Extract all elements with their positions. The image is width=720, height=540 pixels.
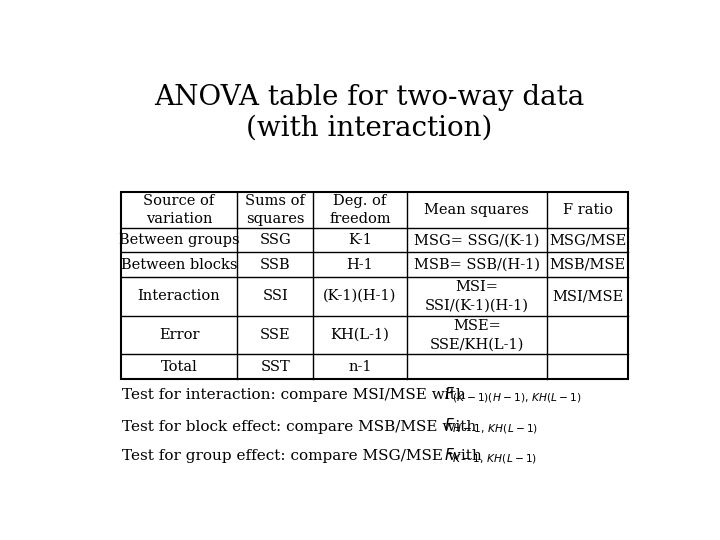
Text: K-1: K-1 (348, 233, 372, 247)
Text: $F_{(K-1)(H-1),\,KH(L-1)}$: $F_{(K-1)(H-1),\,KH(L-1)}$ (444, 386, 582, 405)
Text: Source of
variation: Source of variation (143, 194, 215, 226)
Text: MSG= SSG/(K-1): MSG= SSG/(K-1) (414, 233, 539, 247)
Text: MSB= SSB/(H-1): MSB= SSB/(H-1) (414, 258, 540, 272)
Text: $F_{K-1,\,KH(L-1)}$: $F_{K-1,\,KH(L-1)}$ (444, 447, 538, 466)
Text: SSE: SSE (260, 328, 291, 342)
Text: n-1: n-1 (348, 360, 372, 374)
Text: SSG: SSG (259, 233, 291, 247)
Text: (K-1)(H-1): (K-1)(H-1) (323, 289, 397, 303)
Text: MSG/MSE: MSG/MSE (549, 233, 626, 247)
Text: Between blocks: Between blocks (121, 258, 238, 272)
Text: MSI=
SSI/(K-1)(H-1): MSI= SSI/(K-1)(H-1) (425, 280, 528, 312)
Text: Test for group effect: compare MSG/MSE with: Test for group effect: compare MSG/MSE w… (122, 449, 482, 463)
Text: MSB/MSE: MSB/MSE (549, 258, 626, 272)
Text: Interaction: Interaction (138, 289, 220, 303)
Text: Test for block effect: compare MSB/MSE with: Test for block effect: compare MSB/MSE w… (122, 420, 477, 434)
Text: MSE=
SSE/KH(L-1): MSE= SSE/KH(L-1) (430, 319, 524, 351)
Text: Sums of
squares: Sums of squares (246, 194, 305, 226)
Bar (121, 192, 629, 379)
Text: Between groups: Between groups (119, 233, 239, 247)
Text: SSB: SSB (260, 258, 291, 272)
Text: $F_{H-1,\,KH(L-1)}$: $F_{H-1,\,KH(L-1)}$ (444, 417, 539, 436)
Text: SSI: SSI (263, 289, 288, 303)
Text: SST: SST (261, 360, 290, 374)
Text: Deg. of
freedom: Deg. of freedom (329, 194, 391, 226)
Text: ANOVA table for two-way data
(with interaction): ANOVA table for two-way data (with inter… (154, 84, 584, 141)
Text: Total: Total (161, 360, 197, 374)
Text: MSI/MSE: MSI/MSE (552, 289, 624, 303)
Text: H-1: H-1 (346, 258, 374, 272)
Text: Test for interaction: compare MSI/MSE with: Test for interaction: compare MSI/MSE wi… (122, 388, 466, 402)
Text: Mean squares: Mean squares (424, 203, 529, 217)
Text: KH(L-1): KH(L-1) (330, 328, 390, 342)
Text: F ratio: F ratio (562, 203, 613, 217)
Text: Error: Error (159, 328, 199, 342)
